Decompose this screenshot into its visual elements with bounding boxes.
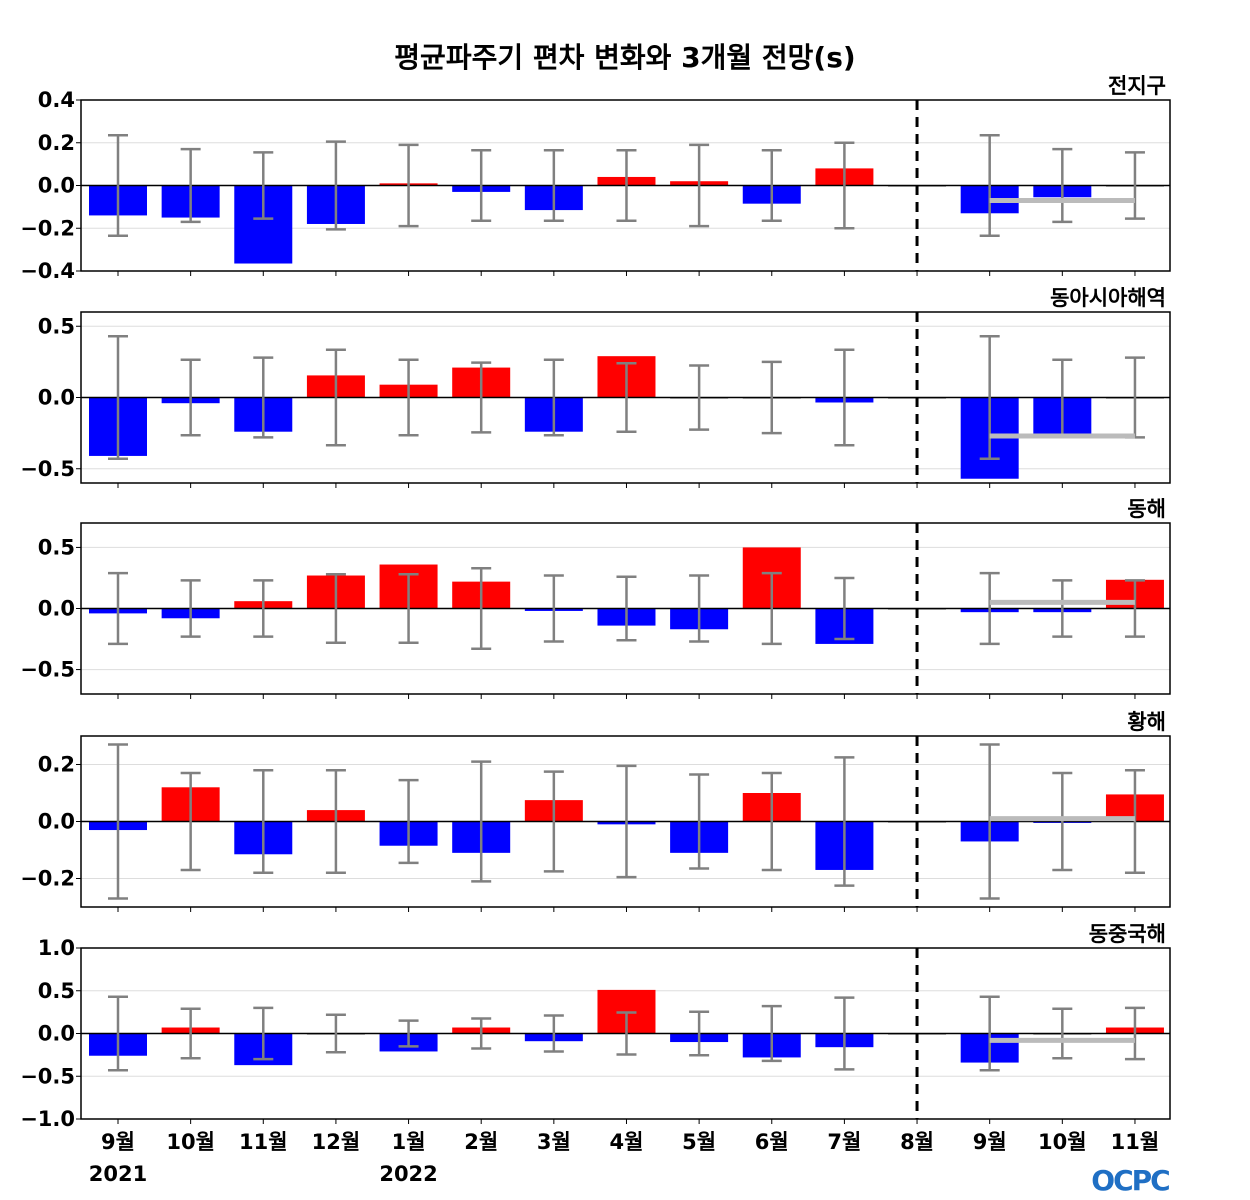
x-tick-label: 11월 [1111,1130,1160,1154]
y-tick-label: −0.5 [20,457,75,481]
y-tick-label: 1.0 [38,936,75,960]
x-tick-label: 3월 [537,1130,571,1154]
y-tick-label: −0.2 [20,867,75,891]
y-tick-label: 0.0 [38,597,75,621]
y-tick-label: 0.2 [38,753,75,777]
year-label: 2021 [89,1162,147,1186]
y-tick-label: 0.5 [38,535,75,559]
y-tick-label: 0.0 [38,810,75,834]
panel-frame [80,311,1171,484]
x-tick-label: 9월 [973,1130,1007,1154]
chart-title: 평균파주기 편차 변화와 3개월 전망(s) [394,41,855,74]
panel-frame [80,99,1171,272]
x-tick-label: 4월 [610,1130,644,1154]
y-tick-label: 0.0 [38,386,75,410]
panel-frame [80,522,1171,695]
y-tick-label: 0.2 [38,131,75,155]
x-tick-label: 8월 [900,1130,934,1154]
panel-region-label: 동아시아해역 [1050,286,1166,310]
panel-region-label: 동해 [1127,497,1166,521]
x-tick-label: 11월 [239,1130,288,1154]
x-tick-label: 9월 [101,1130,135,1154]
x-tick-label: 5월 [682,1130,716,1154]
x-tick-label: 6월 [755,1130,789,1154]
y-tick-label: −0.5 [20,658,75,682]
y-tick-label: 0.0 [38,174,75,198]
y-tick-label: −0.2 [20,216,75,240]
x-tick-label: 10월 [166,1130,215,1154]
panel-region-label: 전지구 [1108,74,1166,98]
y-tick-label: 0.5 [38,314,75,338]
panel-frame [80,735,1171,908]
panel-region-label: 동중국해 [1089,922,1166,946]
x-tick-label: 1월 [392,1130,426,1154]
logo: OCPC [1091,1164,1169,1197]
y-tick-label: −1.0 [20,1107,75,1131]
x-tick-label: 2월 [464,1130,498,1154]
y-tick-label: 0.4 [38,88,75,112]
y-tick-label: 0.0 [38,1022,75,1046]
y-tick-label: 0.5 [38,979,75,1003]
panel-frame [80,947,1171,1120]
x-tick-label: 10월 [1038,1130,1087,1154]
panel-region-label: 황해 [1127,710,1166,734]
year-label: 2022 [379,1162,437,1186]
y-tick-label: −0.4 [20,259,75,283]
y-tick-label: −0.5 [20,1064,75,1088]
x-tick-label: 7월 [827,1130,861,1154]
x-tick-label: 12월 [312,1130,361,1154]
